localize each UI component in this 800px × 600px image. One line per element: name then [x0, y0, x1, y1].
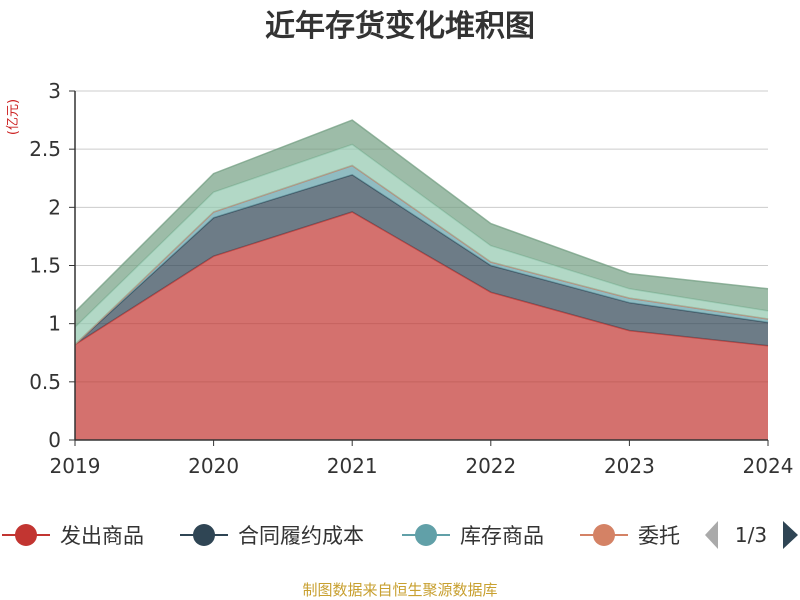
legend-item[interactable]: 合同履约成本	[180, 524, 364, 548]
y-tick-label: 0.5	[29, 370, 61, 394]
x-tick-label: 2020	[188, 454, 239, 478]
area-series-4	[75, 144, 768, 345]
y-axis-unit: (亿元)	[6, 99, 21, 135]
x-tick-label: 2022	[465, 454, 516, 478]
area-series-line-5	[74, 119, 769, 313]
legend-label: 库存商品	[460, 524, 544, 548]
x-tick-label: 2019	[50, 454, 101, 478]
area-series-5	[75, 120, 768, 328]
legend: 发出商品 合同履约成本 库存商品 委托	[2, 524, 680, 548]
legend-item[interactable]: 库存商品	[402, 524, 544, 548]
area-series-1	[75, 174, 768, 346]
y-tick-label: 2.5	[29, 137, 61, 161]
legend-prev-icon[interactable]	[705, 521, 718, 549]
legend-marker	[15, 524, 37, 546]
y-tick-label: 1	[48, 312, 61, 336]
legend-label: 发出商品	[60, 524, 144, 548]
legend-item[interactable]: 委托	[580, 524, 680, 548]
legend-item[interactable]: 发出商品	[2, 524, 144, 548]
area-series	[74, 119, 769, 440]
x-tick-label: 2024	[743, 454, 794, 478]
data-source-note: 制图数据来自恒生聚源数据库	[302, 581, 497, 599]
legend-label: 合同履约成本	[238, 524, 364, 548]
y-tick-label: 0	[48, 428, 61, 452]
x-tick-label: 2023	[604, 454, 655, 478]
x-tick-label: 2021	[327, 454, 378, 478]
y-tick-label: 1.5	[29, 254, 61, 278]
legend-marker	[415, 524, 437, 546]
legend-label: 委托	[638, 524, 680, 548]
area-series-0	[75, 212, 768, 440]
legend-page-indicator: 1/3	[735, 523, 767, 547]
legend-marker	[193, 524, 215, 546]
axes: 0 0.5 1 1.5 2 2.5 3 2019 2020 2021 2022 2023 2024	[29, 79, 793, 478]
y-tick-label: 3	[48, 79, 61, 103]
chart-title: 近年存货变化堆积图	[265, 9, 535, 44]
legend-next-icon[interactable]	[783, 521, 798, 549]
legend-pager: 1/3	[705, 521, 798, 549]
y-tick-label: 2	[48, 195, 61, 219]
legend-marker	[593, 524, 615, 546]
